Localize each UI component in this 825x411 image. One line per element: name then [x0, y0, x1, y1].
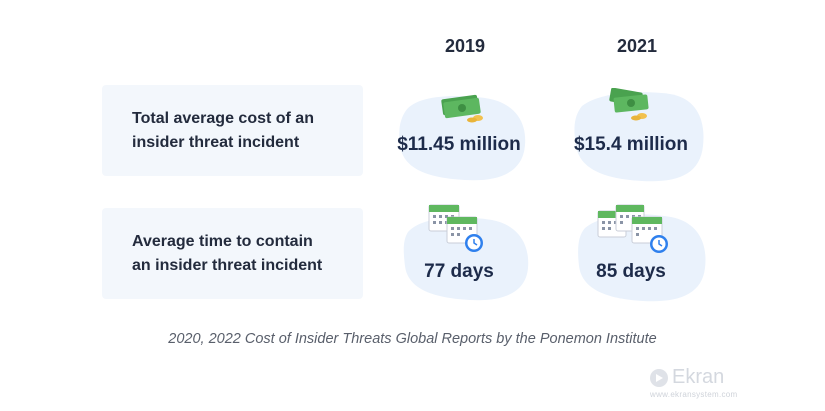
- calendar-clock-icon: [428, 204, 483, 252]
- source-caption: 2020, 2022 Cost of Insider Threats Globa…: [168, 331, 657, 347]
- money-stack-icon: [441, 94, 483, 123]
- cost-2019-value: $11.45 million: [397, 134, 521, 155]
- brand-logo: Ekran www.ekransystem.com: [650, 366, 770, 402]
- cost-label-line1: Total average cost of an: [132, 109, 314, 127]
- money-stack-icon: [609, 88, 649, 121]
- time-2019-value: 77 days: [424, 261, 494, 282]
- cost-2021-blob: [574, 92, 704, 182]
- cost-2019-blob: [399, 96, 526, 181]
- time-2021-value: 85 days: [596, 261, 666, 282]
- year-header-2021: 2021: [616, 36, 658, 56]
- cost-2021-value: $15.4 million: [573, 134, 689, 155]
- time-row-label: Average time to contain an insider threa…: [102, 208, 363, 299]
- calendar-clock-icon: [597, 204, 668, 253]
- time-label-line2: an insider threat incident: [132, 256, 323, 274]
- brand-name: Ekran: [672, 366, 725, 388]
- year-header-2019: 2019: [444, 36, 486, 56]
- time-2019-blob: [403, 217, 529, 301]
- time-label-line1: Average time to contain: [132, 232, 313, 250]
- cost-row-label: Total average cost of an insider threat …: [102, 85, 363, 176]
- ekran-logo-icon: [650, 369, 668, 387]
- cost-label-line2: insider threat incident: [132, 133, 300, 151]
- brand-url: www.ekransystem.com: [650, 390, 738, 399]
